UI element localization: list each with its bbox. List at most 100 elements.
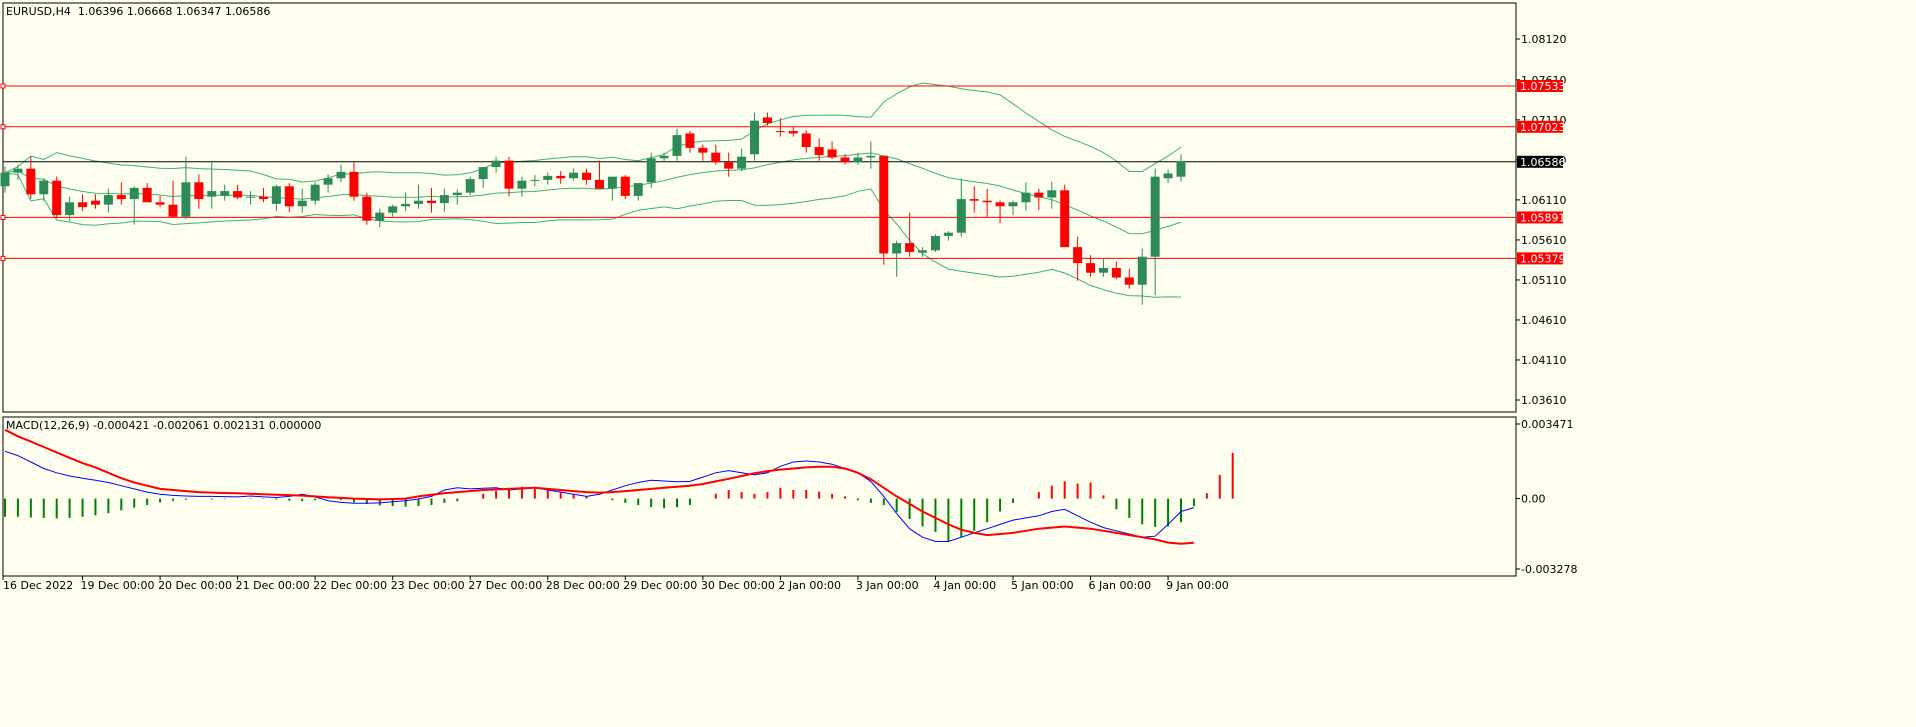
- chart-title: EURUSD,H4 1.06396 1.06668 1.06347 1.0658…: [6, 5, 270, 18]
- bollinger-lower-band: [4, 172, 1182, 298]
- candle-body: [362, 196, 372, 221]
- price-tick-label: 1.08120: [1521, 33, 1567, 46]
- candle-body: [284, 186, 294, 207]
- candle-body: [39, 180, 49, 195]
- time-tick-label: 16 Dec 2022: [3, 579, 73, 592]
- price-tick-label: 1.05110: [1521, 274, 1567, 287]
- level-anchor: [0, 255, 6, 261]
- candle-body: [672, 135, 682, 156]
- candle-body: [168, 204, 178, 217]
- candle-body: [543, 175, 553, 180]
- candle-body: [388, 206, 398, 213]
- candle-body: [116, 195, 126, 200]
- time-tick-label: 20 Dec 00:00: [158, 579, 232, 592]
- candle-body: [129, 187, 139, 200]
- candle-body: [1163, 173, 1173, 179]
- candle-body: [323, 178, 333, 185]
- candle-body: [607, 176, 617, 189]
- candle-body: [52, 180, 62, 216]
- candle-body: [297, 200, 307, 207]
- candle-body: [724, 162, 734, 169]
- level-price-label: 1.07023: [1520, 121, 1566, 134]
- price-tick-label: 1.06110: [1521, 194, 1567, 207]
- candle-body: [246, 196, 256, 198]
- candle-body: [26, 168, 36, 195]
- candle-body: [0, 172, 10, 187]
- candle-body: [491, 160, 501, 168]
- candle-body: [1008, 202, 1018, 207]
- candle-body: [995, 202, 1005, 207]
- candle-body: [181, 182, 191, 217]
- signal-line: [4, 428, 1194, 545]
- macd-tick-label: 0.003471: [1521, 418, 1574, 431]
- candle-body: [775, 131, 785, 133]
- candle-body: [814, 147, 824, 156]
- time-tick-label: 2 Jan 00:00: [778, 579, 841, 592]
- level-price-badge: [1517, 211, 1563, 224]
- candle-body: [13, 168, 23, 173]
- candle-body: [1098, 267, 1108, 273]
- level-price-label: 1.07533: [1520, 80, 1566, 93]
- bollinger-upper-band: [4, 82, 1182, 183]
- candle-body: [633, 183, 643, 196]
- candle-body: [194, 182, 204, 200]
- time-tick-label: 4 Jan 00:00: [933, 579, 996, 592]
- candle-body: [258, 196, 268, 200]
- time-tick-label: 28 Dec 00:00: [546, 579, 620, 592]
- time-tick-label: 21 Dec 00:00: [236, 579, 310, 592]
- level-anchor: [0, 214, 6, 220]
- candle-body: [478, 167, 488, 180]
- candle-body: [504, 160, 514, 189]
- candle-body: [271, 186, 281, 204]
- candle-body: [788, 131, 798, 134]
- candle-body: [465, 179, 475, 193]
- candle-body: [956, 199, 966, 233]
- candle-body: [930, 235, 940, 251]
- candle-body: [78, 202, 88, 208]
- candle-body: [65, 202, 75, 216]
- candle-body: [905, 243, 915, 252]
- candle-body: [1086, 263, 1096, 273]
- level-anchor: [0, 124, 6, 130]
- candle-body: [375, 212, 385, 221]
- candle-body: [762, 117, 772, 124]
- time-tick-label: 22 Dec 00:00: [313, 579, 387, 592]
- candle-body: [1047, 190, 1057, 198]
- candle-body: [1034, 192, 1044, 198]
- candle-body: [103, 195, 113, 205]
- level-anchor: [0, 83, 6, 89]
- price-tick-label: 1.04610: [1521, 314, 1567, 327]
- candle-body: [233, 191, 243, 198]
- level-price-badge: [1517, 79, 1563, 92]
- macd-tick-label: 0.00: [1521, 493, 1546, 506]
- ohlc-readout: 1.06396 1.06668 1.06347 1.06586: [77, 5, 271, 18]
- candle-body: [646, 158, 656, 183]
- candle-body: [582, 172, 592, 180]
- candle-body: [1073, 247, 1083, 264]
- candle-body: [1124, 277, 1134, 285]
- candle-body: [750, 120, 760, 155]
- candle-body: [220, 191, 230, 196]
- candle-body: [207, 191, 217, 197]
- candle-body: [1021, 192, 1031, 203]
- candle-body: [801, 133, 811, 148]
- candle-body: [310, 184, 320, 201]
- candle-body: [827, 149, 837, 158]
- time-tick-label: 27 Dec 00:00: [468, 579, 542, 592]
- candle-body: [569, 172, 579, 179]
- candle-body: [620, 176, 630, 196]
- current-price-label: 1.06586: [1520, 156, 1566, 169]
- candle-body: [969, 199, 979, 201]
- candle-body: [711, 152, 721, 163]
- candle-body: [439, 195, 449, 204]
- candle-body: [943, 232, 953, 236]
- macd-label: MACD(12,26,9) -0.000421 -0.002061 0.0021…: [6, 419, 322, 432]
- price-tick-label: 1.05610: [1521, 234, 1567, 247]
- symbol-timeframe: EURUSD,H4: [6, 5, 71, 18]
- time-tick-label: 9 Jan 00:00: [1166, 579, 1229, 592]
- candle-body: [1111, 267, 1121, 278]
- candle-body: [530, 179, 540, 181]
- candle-body: [853, 157, 863, 163]
- candle-body: [517, 180, 527, 189]
